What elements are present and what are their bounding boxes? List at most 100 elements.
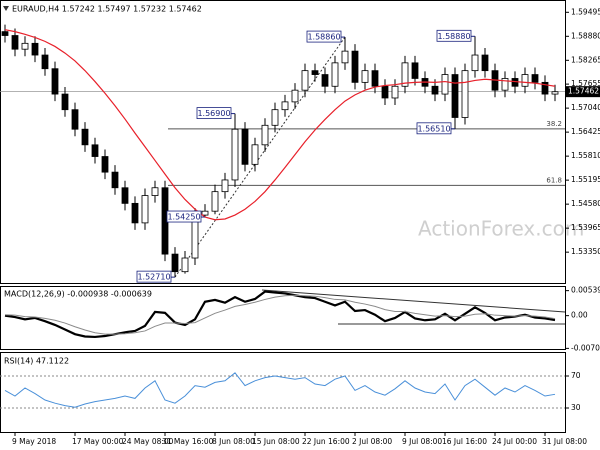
candle-body: [121, 187, 129, 204]
moving-average: [4, 29, 556, 221]
macd-title: MACD(12,26,9) -0.000938 -0.000639: [4, 290, 152, 299]
last-price-box: [565, 86, 600, 98]
candle-body: [431, 85, 439, 95]
candle-body: [171, 253, 179, 273]
y-tick-label: 0.005398: [571, 286, 600, 295]
candle-body: [101, 156, 109, 173]
candle-body: [221, 179, 229, 193]
x-tick-label: 24 May 08:00: [122, 437, 174, 446]
annotation-label: 1.58860: [307, 33, 340, 42]
candle-body: [31, 42, 39, 56]
rsi-panel: [0, 352, 566, 433]
x-tick-label: 8 Jun 08:00: [212, 437, 255, 446]
x-tick-label: 9 May 2018: [12, 437, 56, 446]
candle-body: [371, 70, 379, 87]
y-tick-label: 1.55195: [571, 175, 600, 184]
candle-body: [211, 191, 219, 212]
candle-body: [61, 93, 69, 111]
candle-body: [441, 74, 449, 95]
annotation-label: 1.54250: [167, 213, 200, 222]
trendline: [174, 36, 346, 278]
candle-body: [201, 210, 209, 216]
candle-body: [451, 74, 459, 118]
price-panel: [0, 0, 566, 284]
candle-body: [471, 54, 479, 72]
candle-body: [361, 70, 369, 83]
x-tick-label: 22 Jun 16:00: [302, 437, 350, 446]
annotation-label: 1.56900: [197, 109, 230, 118]
annotation-box: [416, 122, 452, 135]
fib-level-label: 38.2: [546, 120, 562, 128]
y-tick-label: 30: [571, 403, 581, 412]
candle-body: [381, 85, 389, 99]
y-tick-label: 1.56425: [571, 127, 600, 136]
candle-body: [51, 68, 59, 95]
candle-body: [131, 202, 139, 224]
macd-panel: [0, 286, 566, 350]
candle-body: [271, 109, 279, 126]
indicator-line: [4, 372, 556, 408]
annotation-box: [306, 30, 342, 43]
candle-body: [281, 101, 289, 111]
symbol-icon: [3, 6, 9, 11]
annotation-box: [136, 270, 172, 283]
candle-body: [481, 54, 489, 72]
candle-body: [331, 62, 339, 87]
x-tick-label: 31 May 16:00: [162, 437, 214, 446]
annotation-label: 1.56510: [417, 124, 450, 133]
candle-body: [501, 78, 509, 91]
chart-title: EURAUD,H4 1.57242 1.57497 1.57232 1.5746…: [12, 5, 202, 14]
y-tick-label: 1.58265: [571, 55, 600, 64]
y-tick-label: 1.54580: [571, 199, 600, 208]
y-tick-label: 1.53965: [571, 223, 600, 232]
candle-body: [251, 144, 259, 165]
x-tick-label: 9 Jul 08:00: [402, 437, 442, 446]
annotation-label: 1.52710: [137, 273, 170, 282]
candle-body: [531, 74, 539, 83]
candle-body: [551, 91, 559, 95]
rsi-title: RSI(14) 47.1122: [4, 357, 69, 366]
candle-body: [411, 62, 419, 79]
candle-body: [261, 124, 269, 146]
y-tick-label: 1.58880: [571, 31, 600, 40]
y-tick-label: 1.57040: [571, 103, 600, 112]
candle-body: [91, 144, 99, 157]
last-price-label: 1.57462: [568, 87, 599, 96]
candle-body: [151, 187, 159, 196]
candle-body: [461, 70, 469, 118]
x-tick-label: 15 Jun 08:00: [252, 437, 300, 446]
candle-body: [81, 128, 89, 146]
candle-body: [141, 195, 149, 224]
candle-body: [111, 171, 119, 189]
annotation-box: [436, 29, 472, 42]
candle-body: [241, 128, 249, 165]
candle-body: [341, 50, 349, 64]
indicator-line: [4, 294, 556, 335]
candle-body: [181, 257, 189, 273]
candle-body: [41, 54, 49, 70]
x-tick-label: 16 Jul 16:00: [442, 437, 487, 446]
y-tick-label: 1.57655: [571, 79, 600, 88]
y-tick-label: 70: [571, 371, 581, 380]
watermark: ActionForex.com: [418, 217, 584, 241]
indicator-line: [4, 290, 556, 339]
candle-body: [521, 74, 529, 87]
annotation-box: [166, 210, 202, 223]
y-tick-label: 0.00: [571, 311, 588, 320]
x-tick-label: 2 Jul 08:00: [352, 437, 392, 446]
candle-body: [321, 74, 329, 87]
x-tick-label: 24 Jul 00:00: [492, 437, 537, 446]
candle-body: [291, 89, 299, 103]
candle-body: [301, 70, 309, 91]
candle-body: [1, 31, 9, 36]
candle-body: [401, 62, 409, 87]
y-tick-label: 1.53350: [571, 247, 600, 256]
annotation-label: 1.58880: [437, 32, 470, 41]
candle-body: [391, 85, 399, 99]
candle-body: [231, 128, 239, 181]
candle-body: [351, 50, 359, 83]
candle-body: [311, 70, 319, 75]
fib-level-label: 61.8: [546, 176, 562, 184]
y-tick-label: 1.59495: [571, 7, 600, 16]
